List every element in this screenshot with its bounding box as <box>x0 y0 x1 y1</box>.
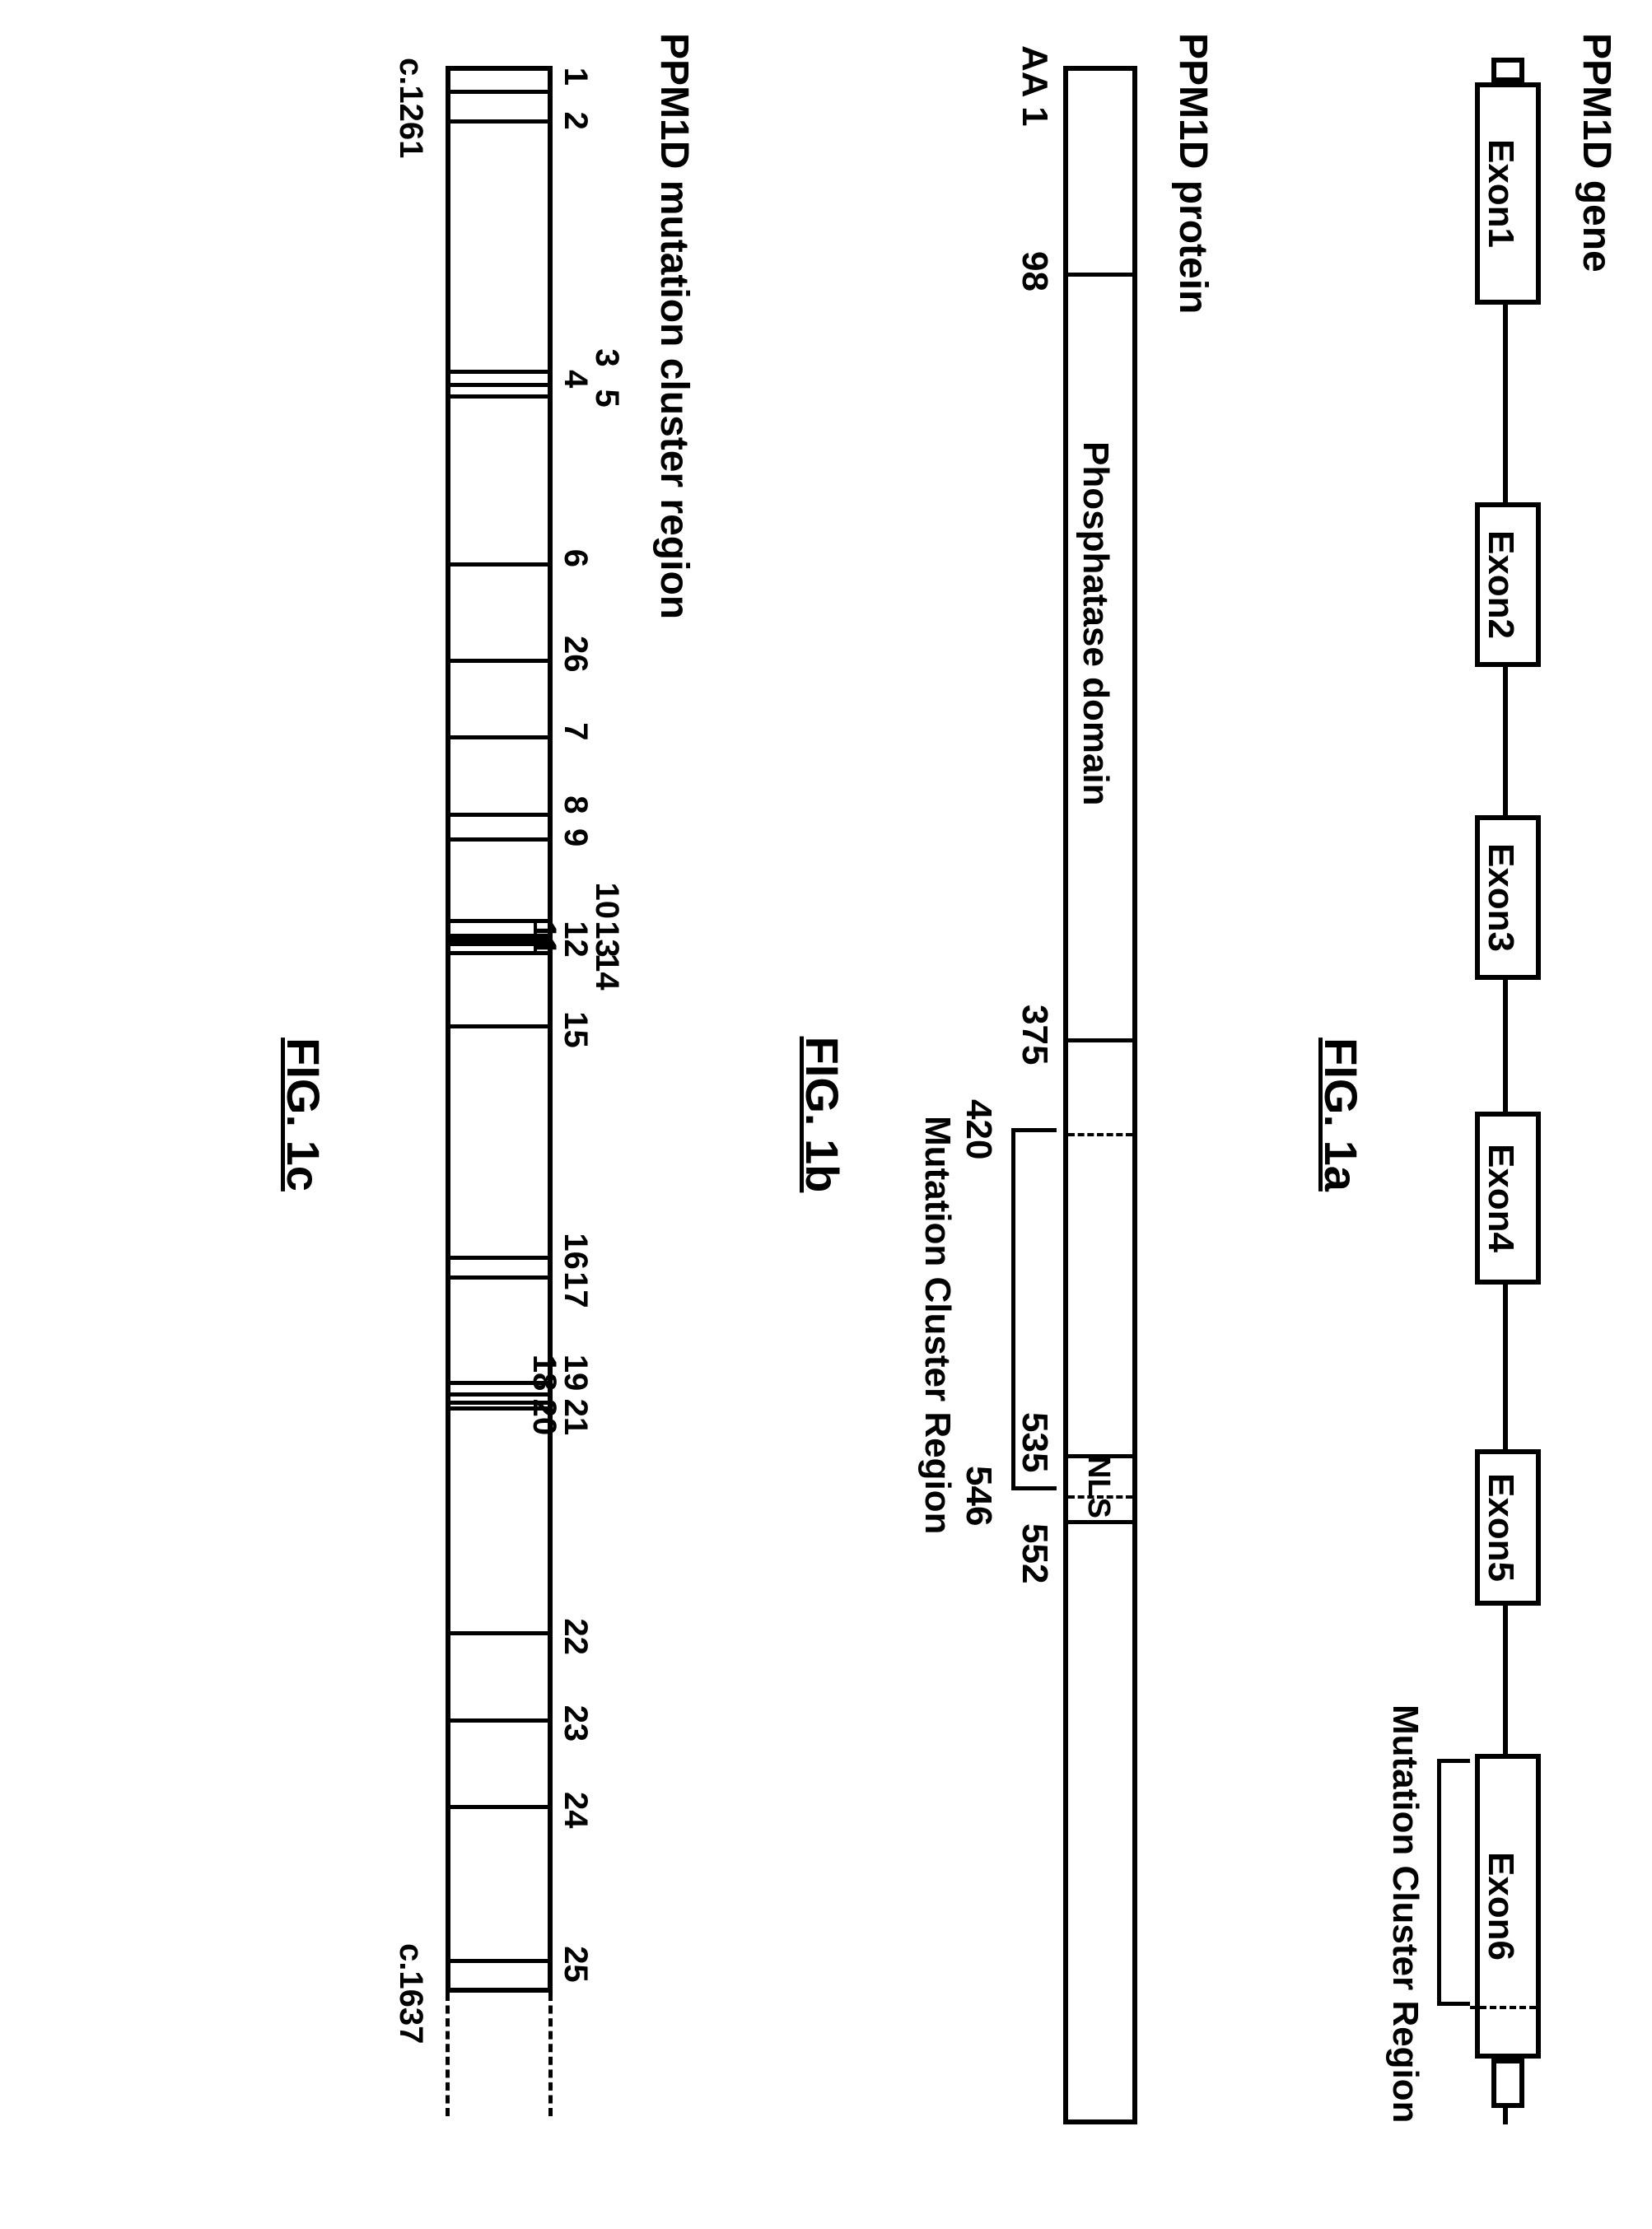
mutation-line-24 <box>450 1805 548 1809</box>
mutation-num-12: 12 <box>557 921 594 958</box>
prot-div-375 <box>1068 1038 1132 1042</box>
panel-b-title: PPM1D protein <box>1170 33 1216 2196</box>
mutation-num-23: 23 <box>557 1705 594 1742</box>
panel-c-cluster: PPM1D mutation cluster region c.1261 c.1… <box>277 33 697 2196</box>
mutation-num-2: 2 <box>557 112 594 130</box>
mcr-420: 420 <box>958 1099 999 1159</box>
mutation-num-17: 17 <box>557 1271 594 1308</box>
mutation-num-26: 26 <box>557 636 594 673</box>
exon-exon1: Exon1 <box>1475 82 1541 305</box>
c-start: c.1261 <box>392 58 429 158</box>
mutation-line-3 <box>450 370 548 374</box>
mutation-num-25: 25 <box>557 1946 594 1983</box>
mutation-num-4: 4 <box>557 370 594 388</box>
mutation-line-16 <box>450 1256 548 1260</box>
mutation-line-6 <box>450 562 548 567</box>
mutation-num-9: 9 <box>557 828 594 846</box>
exon-label: Exon2 <box>1480 507 1521 662</box>
mutation-num-15: 15 <box>557 1011 594 1048</box>
mutation-line-1 <box>450 90 548 94</box>
mutation-line-23 <box>450 1718 548 1723</box>
prot-div-552 <box>1068 1520 1132 1524</box>
mutation-line-5 <box>450 394 548 399</box>
mutation-num-14: 14 <box>588 954 625 991</box>
mutation-num-16: 16 <box>557 1233 594 1270</box>
exon-label: Exon4 <box>1480 1117 1521 1280</box>
mutation-num-5: 5 <box>588 389 625 407</box>
exon-exon4: Exon4 <box>1475 1112 1541 1285</box>
fig-1b-label: FIG. 1b <box>796 33 849 2196</box>
exon-label: Exon6 <box>1480 1759 1521 2054</box>
mcr-bracket-a <box>1437 1759 1470 2006</box>
exon-exon6: Exon6 <box>1475 1754 1541 2059</box>
phosphatase-label: Phosphatase domain <box>1075 441 1116 806</box>
mcr-label-a: Mutation Cluster Region <box>1384 1704 1426 2123</box>
mutation-num-19: 19 <box>557 1355 594 1392</box>
mutation-line-9 <box>450 837 548 842</box>
mutation-line-26 <box>450 659 548 663</box>
mutation-num-8: 8 <box>557 795 594 814</box>
fig-1a-label: FIG. 1a <box>1314 33 1368 2196</box>
mutation-line-19 <box>450 1392 548 1397</box>
prot-div-420 <box>1068 1133 1132 1136</box>
mutation-line-2 <box>450 119 548 124</box>
exon-label: Exon3 <box>1480 820 1521 975</box>
mutation-line-17 <box>450 1275 548 1280</box>
protein-track: Phosphatase domain NLS AA 1 98 375 535 5… <box>915 66 1146 2124</box>
panel-b-protein: PPM1D protein Phosphatase domain NLS AA … <box>796 33 1216 2196</box>
mutation-line-7 <box>450 735 548 739</box>
cluster-track: c.1261 c.1637 12345626789101314111215161… <box>363 66 627 2124</box>
mutation-num-3: 3 <box>588 348 625 366</box>
mutation-num-1: 1 <box>557 68 594 86</box>
mcr-bracket-b <box>1011 1128 1057 1490</box>
mutation-line-8 <box>450 813 548 817</box>
aa1-label: AA 1 <box>1014 45 1055 127</box>
protein-bar: Phosphatase domain NLS <box>1063 66 1137 2124</box>
mutation-line-22 <box>450 1631 548 1635</box>
dash-ext-right <box>446 1993 553 2116</box>
mutation-line-4 <box>450 383 548 387</box>
panel-a-gene: PPM1D gene Exon1 Exon2 Exon3 Exon4 Exon5 Exon… <box>1314 33 1619 2196</box>
exon-exon3: Exon3 <box>1475 815 1541 980</box>
tick-375: 375 <box>1014 1005 1055 1065</box>
mutation-num-6: 6 <box>557 549 594 567</box>
exon-stub <box>1491 58 1524 82</box>
exon-label: Exon5 <box>1480 1454 1521 1601</box>
exon-stub <box>1491 2059 1524 2108</box>
tick-98: 98 <box>1014 251 1055 291</box>
mcr-text-b: Mutation Cluster Region <box>917 1116 958 1534</box>
mcr-546: 546 <box>958 1466 999 1526</box>
mutation-num-24: 24 <box>557 1792 594 1829</box>
c-end: c.1637 <box>392 1943 429 2044</box>
mutation-num-21: 21 <box>557 1399 594 1436</box>
mutation-line-15 <box>450 1024 548 1028</box>
cluster-bar <box>446 66 553 1993</box>
tick-552: 552 <box>1014 1523 1055 1583</box>
exon-label: Exon1 <box>1480 87 1521 300</box>
panel-c-title: PPM1D mutation cluster region <box>651 33 697 2196</box>
mutation-num-7: 7 <box>557 722 594 740</box>
exon-exon5: Exon5 <box>1475 1449 1541 1606</box>
mutation-num-10: 10 <box>588 883 625 920</box>
nls-label: NLS <box>1080 1456 1116 1518</box>
prot-div-98 <box>1068 273 1132 277</box>
exon-exon2: Exon2 <box>1475 502 1541 667</box>
mutation-line-25 <box>450 1959 548 1963</box>
gene-track: Exon1Exon2Exon3Exon4Exon5Exon6 Mutation … <box>1401 66 1549 2124</box>
mutation-num-22: 22 <box>557 1618 594 1655</box>
panel-a-title: PPM1D gene <box>1574 33 1619 2196</box>
fig-1c-label: FIG. 1c <box>277 33 330 2196</box>
